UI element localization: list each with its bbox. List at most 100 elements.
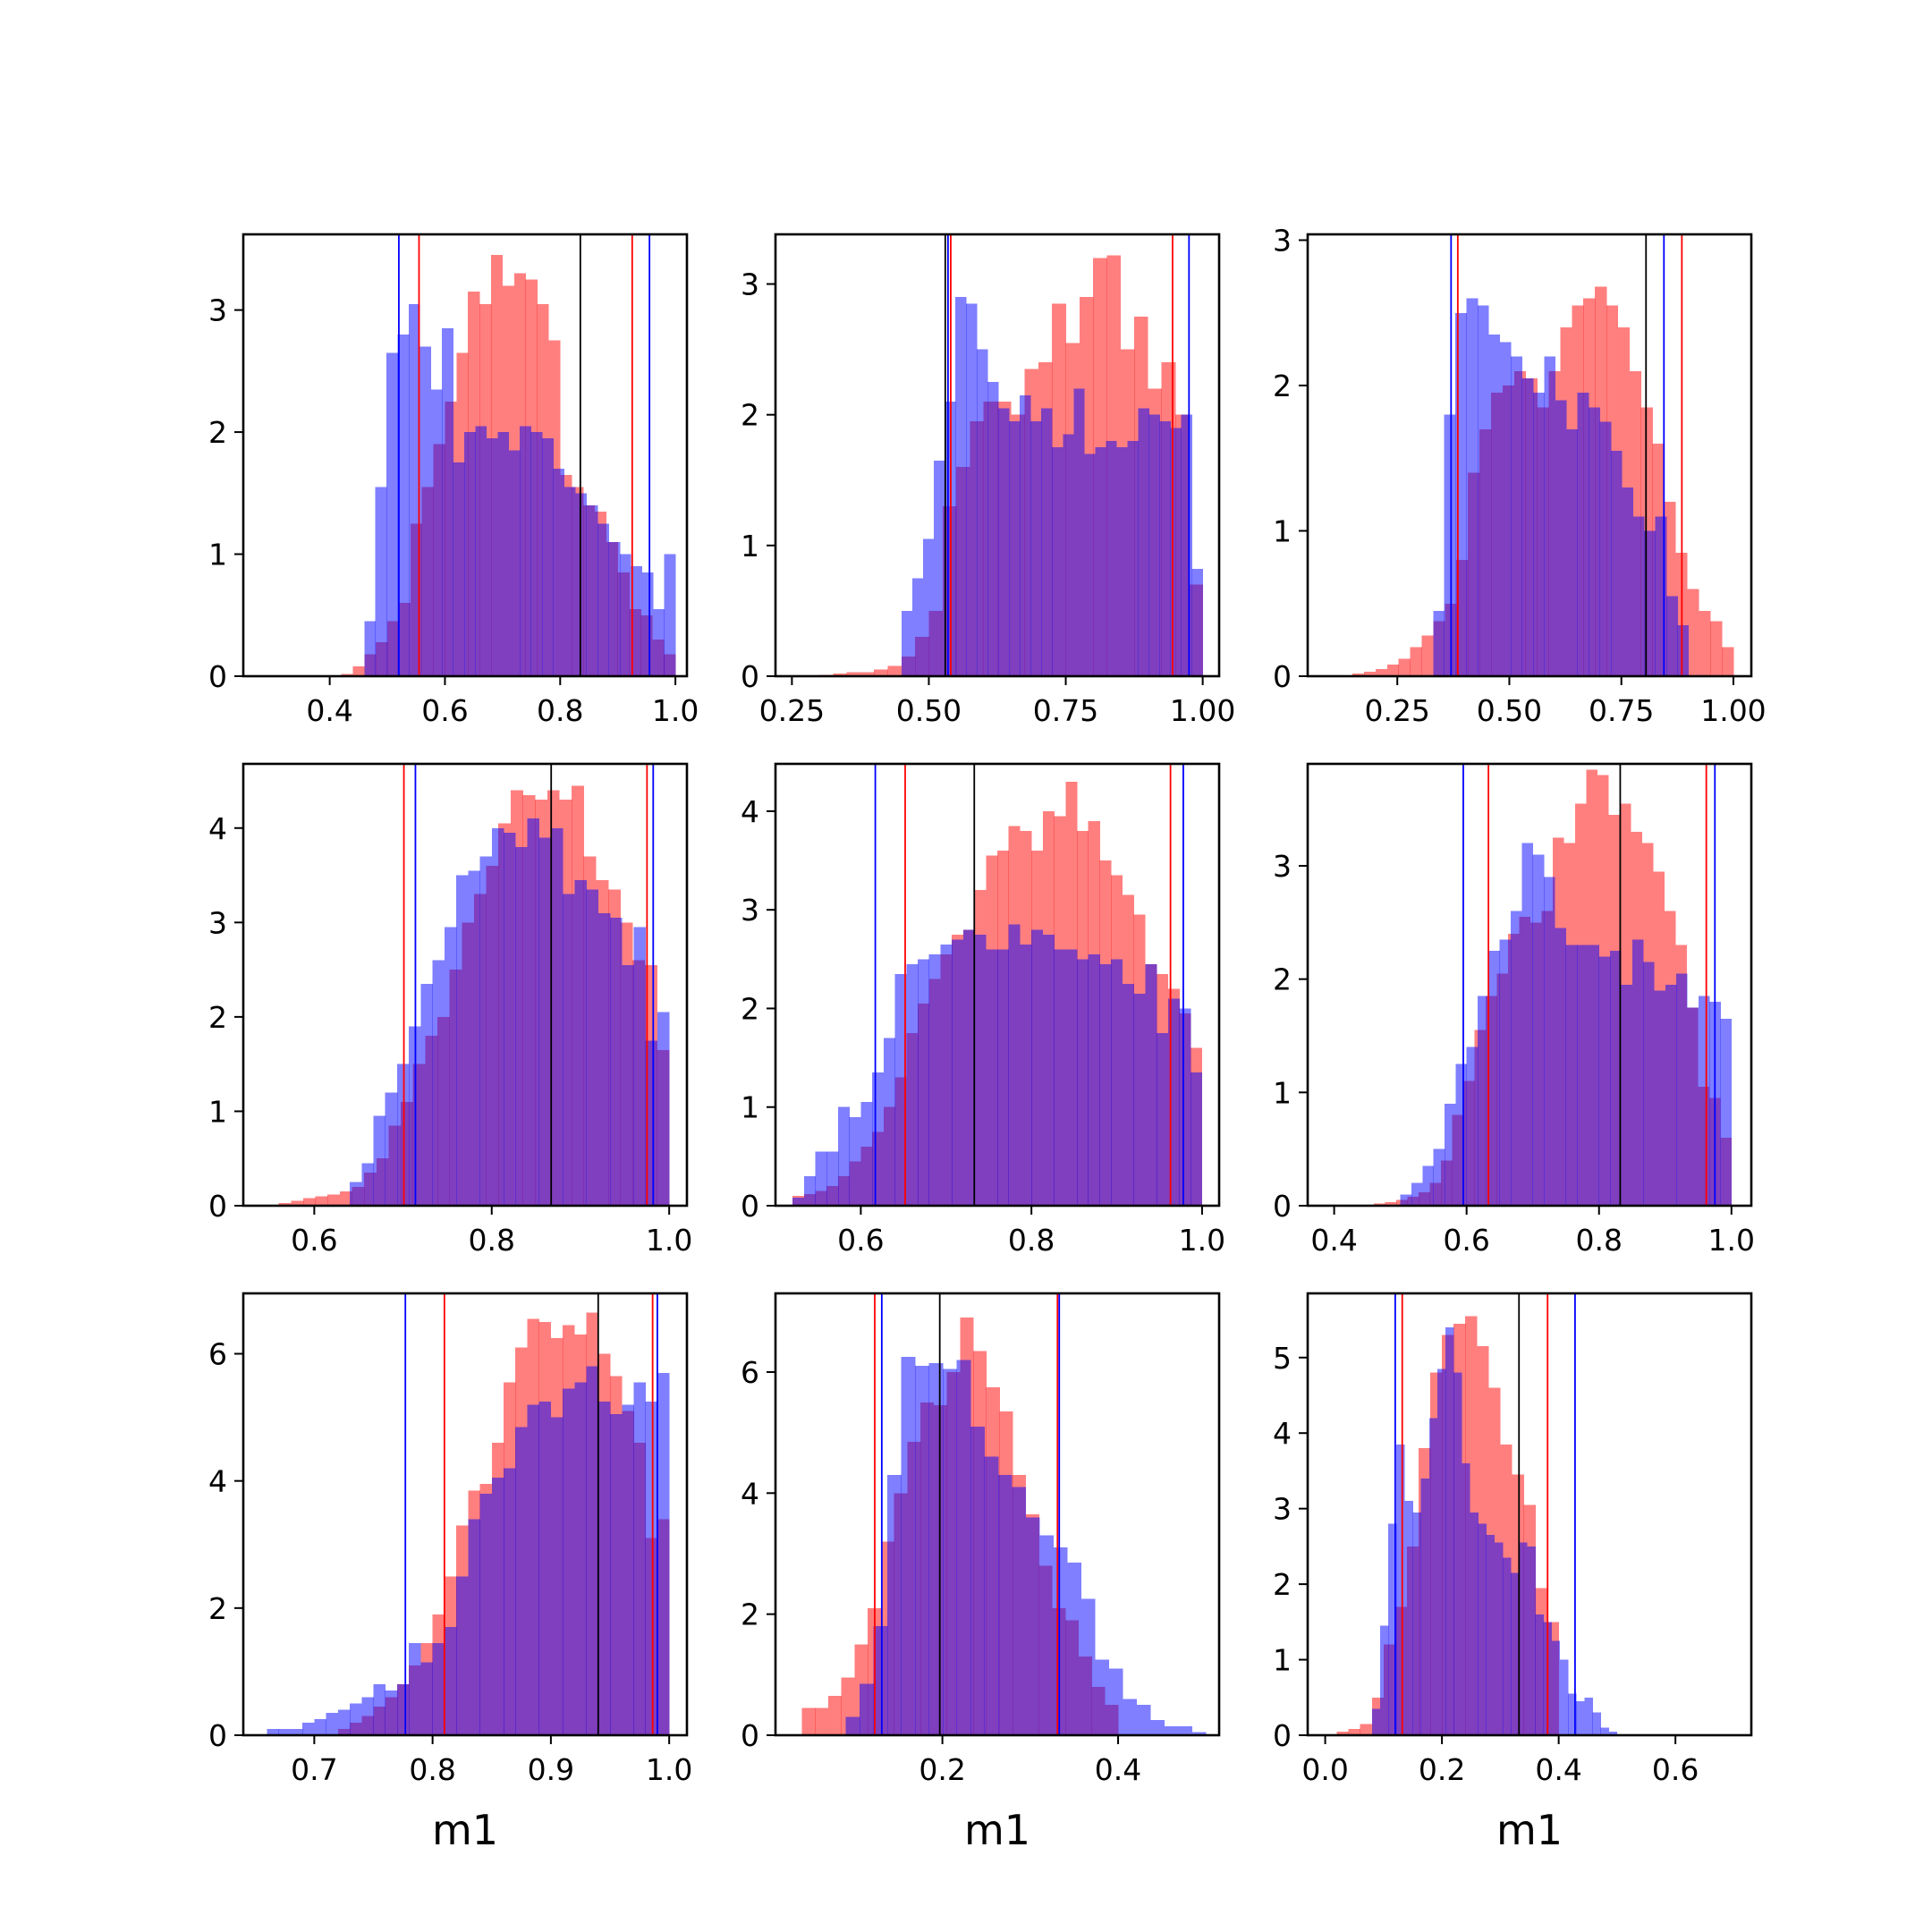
histogram-bar [1555, 400, 1567, 676]
y-tick-label: 5 [1273, 1341, 1292, 1376]
histogram-bar [1551, 1640, 1561, 1735]
histogram-bar [792, 1198, 805, 1206]
y-tick-label: 2 [208, 1591, 227, 1626]
x-axis-label: m1 [964, 1806, 1030, 1854]
histogram-bar [1073, 388, 1085, 676]
histogram-bar [350, 1703, 362, 1735]
x-tick-label: 1.0 [646, 1752, 692, 1787]
histogram-bar [962, 929, 975, 1206]
histogram-bar [1433, 1148, 1445, 1206]
histogram-bar [1462, 1463, 1470, 1735]
histogram-bar [1677, 625, 1690, 676]
histogram-bar [1621, 985, 1633, 1206]
histogram-bar [1084, 453, 1096, 676]
histogram-bar [901, 1357, 916, 1735]
histogram-bar [1665, 985, 1677, 1206]
y-tick-label: 0 [741, 1718, 759, 1753]
histogram-bar [563, 1388, 575, 1735]
histogram-bar [998, 408, 1010, 676]
histogram-bar [290, 1728, 303, 1735]
histogram-bar [1088, 953, 1100, 1206]
x-tick-label: 0.50 [896, 693, 962, 728]
histogram-bar [906, 963, 919, 1206]
histogram-bar [1477, 305, 1489, 676]
x-tick-label: 0.4 [1095, 1752, 1141, 1787]
histogram-bar [1698, 996, 1710, 1206]
histogram-bar [1067, 1563, 1082, 1735]
histogram-bar [1388, 1523, 1397, 1735]
x-tick-label: 1.0 [646, 1223, 692, 1258]
histogram-bar [491, 1478, 504, 1735]
x-tick-label: 0.0 [1301, 1752, 1348, 1787]
y-tick-label: 3 [741, 267, 759, 302]
histogram-bar [574, 1382, 587, 1735]
histogram-bar [339, 1191, 352, 1206]
histogram-bar [503, 1468, 516, 1735]
y-tick-label: 0 [208, 1189, 227, 1224]
x-tick-label: 0.75 [1589, 693, 1654, 728]
x-tick-label: 0.9 [528, 1752, 574, 1787]
histogram-bar [538, 837, 552, 1206]
histogram-bar [1396, 1444, 1405, 1735]
histogram-bar [954, 297, 967, 676]
x-tick-label: 0.2 [1419, 1752, 1465, 1787]
series-2 [364, 303, 676, 676]
y-tick-label: 2 [741, 1597, 759, 1632]
axes-frame [242, 1292, 689, 1737]
x-tick-label: 0.4 [306, 693, 352, 728]
histogram-bar [984, 1456, 999, 1735]
histogram-bar [664, 554, 676, 676]
histogram-bar [453, 462, 465, 676]
histogram-bar [574, 879, 587, 1206]
histogram-bar [657, 1372, 670, 1735]
histogram-bar [315, 1196, 328, 1206]
histogram-bar [508, 450, 521, 676]
histogram-bar [302, 1198, 316, 1206]
plot-area [1374, 764, 1733, 1206]
histogram-bar [887, 665, 902, 676]
histogram-bar [1643, 962, 1655, 1206]
x-tick-label: 0.50 [1477, 693, 1542, 728]
histogram-bar [396, 1684, 410, 1735]
histogram-bar [1138, 408, 1149, 676]
histogram-bar [928, 1362, 944, 1735]
subplot-9: 0.0 0.2 0.4 0.6 0 1 2 3 4 5 m1 [1273, 1292, 1753, 1854]
histogram-bar [1488, 335, 1501, 676]
histogram-bar [278, 1728, 292, 1735]
histogram-bar [1568, 1693, 1577, 1735]
x-tick-label: 0.6 [421, 693, 468, 728]
histogram-bar [1025, 1517, 1040, 1735]
histogram-bar [1379, 1625, 1389, 1735]
histogram-bar [1428, 1418, 1438, 1735]
subplot-1: 0.4 0.6 0.8 1.0 0 1 2 3 [208, 233, 699, 728]
histogram-bar [1150, 1720, 1165, 1735]
histogram-bar [1521, 843, 1533, 1206]
histogram-bar [475, 426, 487, 676]
histogram-bar [645, 1401, 658, 1735]
histogram-bar [872, 1072, 885, 1206]
histogram-bar [1116, 447, 1128, 676]
histogram-bar [479, 1493, 493, 1735]
histogram-bar [917, 959, 929, 1206]
y-tick-label: 2 [1273, 962, 1292, 997]
histogram-bar [1421, 635, 1434, 676]
y-tick-label: 6 [208, 1337, 227, 1372]
y-tick-label: 0 [741, 659, 759, 694]
subplot-6: 0.4 0.6 0.8 1.0 0 1 2 3 [1273, 762, 1755, 1258]
y-tick-label: 4 [1273, 1416, 1292, 1451]
axes-frame [242, 233, 689, 678]
y-tick-label: 0 [208, 659, 227, 694]
histogram-bar [1610, 451, 1623, 676]
histogram-bar [302, 1722, 315, 1735]
histogram-bar [1420, 1478, 1430, 1735]
axes-frame [774, 762, 1221, 1208]
histogram-bar [1039, 1535, 1055, 1735]
histogram-bar [1559, 1659, 1569, 1735]
histogram-bar [1352, 673, 1365, 676]
x-tick-label: 1.0 [1708, 1223, 1755, 1258]
histogram-bar [385, 1690, 398, 1735]
histogram-bar [1385, 1202, 1397, 1206]
histogram-bar [1499, 342, 1512, 676]
histogram-bar [1455, 1063, 1467, 1206]
histogram-bar [874, 669, 888, 676]
